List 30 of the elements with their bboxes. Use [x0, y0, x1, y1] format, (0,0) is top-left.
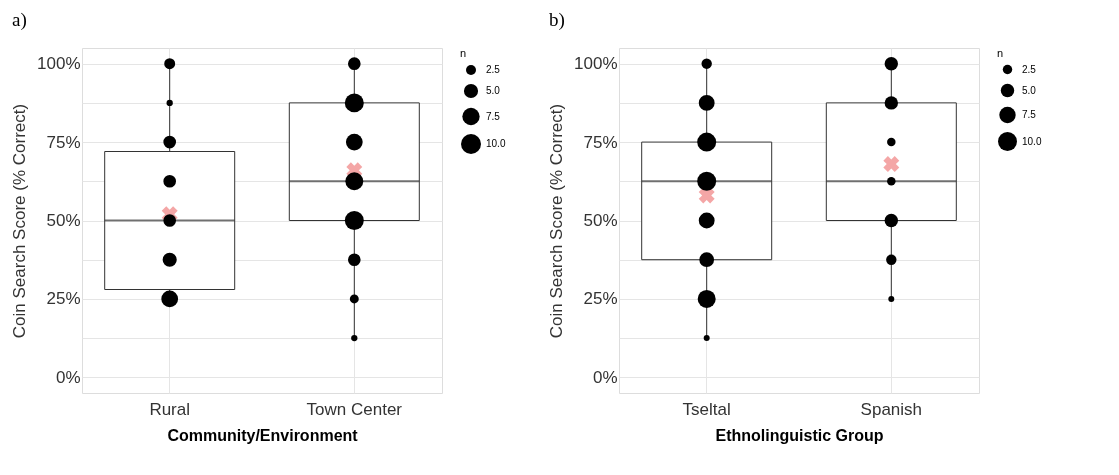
legend-title: n — [997, 47, 1004, 59]
chart-title: a) — [12, 9, 27, 31]
y-tick-label: 0% — [55, 367, 81, 387]
legend-label: 5.0 — [1022, 84, 1037, 96]
y-axis-title: Coin Search Score (% Correct) — [10, 103, 30, 339]
y-axis-title: Coin Search Score (% Correct) — [547, 103, 567, 339]
x-tick-label: Rural — [149, 399, 190, 419]
x-axis-title: Ethnolinguistic Group — [715, 426, 884, 444]
legend-label: 2.5 — [486, 64, 501, 75]
legend-label: 5.0 — [486, 85, 501, 96]
legend-label: 7.5 — [486, 110, 501, 122]
x-tick-label: Tseltal — [682, 399, 731, 419]
legend-label: 2.5 — [1022, 63, 1037, 75]
legend-label: 7.5 — [1022, 109, 1037, 120]
y-tick-label: 75% — [583, 132, 618, 152]
legend-title: n — [460, 47, 467, 59]
x-tick-label: Town Center — [306, 399, 403, 419]
y-tick-label: 100% — [37, 54, 81, 74]
y-tick-label: 25% — [583, 289, 618, 309]
y-tick-label: 100% — [574, 54, 618, 74]
y-tick-label: 25% — [46, 289, 81, 309]
x-axis-title: Community/Environment — [167, 426, 359, 444]
legend-label: 10.0 — [1022, 135, 1042, 147]
y-tick-label: 50% — [46, 211, 81, 230]
y-tick-label: 50% — [583, 211, 618, 230]
chart-title: b) — [549, 9, 565, 31]
legend-label: 10.0 — [486, 138, 506, 149]
x-tick-label: Spanish — [860, 399, 923, 419]
y-tick-label: 0% — [592, 367, 618, 387]
y-tick-label: 75% — [46, 132, 81, 152]
